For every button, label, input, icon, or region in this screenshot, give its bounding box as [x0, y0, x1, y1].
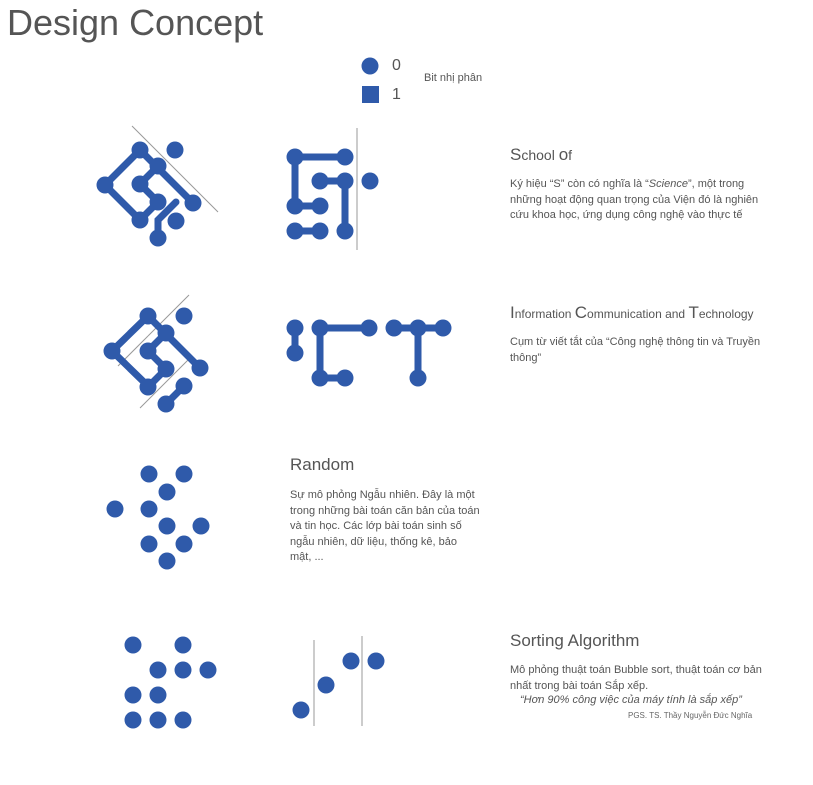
section-sorting-heading: Sorting Algorithm	[510, 631, 640, 650]
legend-one-label: 1	[392, 86, 401, 103]
s-logo-diagonal	[96, 125, 219, 247]
section-school-of-text: Ký hiệu “S” còn có nghĩa là “Science”, m…	[510, 178, 759, 221]
legend-zero-label: 0	[392, 57, 401, 74]
section-ict-text: Cụm từ viết tắt của “Công nghệ thông tin…	[510, 336, 761, 364]
section-sorting-quote: “Hơn 90% công việc của máy tính là sắp x…	[520, 694, 742, 706]
section-school-of-heading: School of	[510, 145, 573, 164]
page-title: Design Concept	[7, 2, 264, 43]
section-sorting-credit: PGS. TS. Thầy Nguyễn Đức Nghĩa	[628, 711, 753, 720]
ict-logo-upright	[286, 319, 452, 387]
legend-square-icon	[362, 86, 379, 103]
sorting-bubble-dots	[292, 636, 385, 726]
section-sorting-text: Mô phỏng thuật toán Bubble sort, thuật t…	[510, 664, 762, 692]
section-random-text: Sự mô phỏng Ngẫu nhiên. Đây là một trong…	[290, 489, 480, 563]
sorting-grid-dots	[124, 636, 217, 729]
section-random-heading: Random	[290, 455, 355, 474]
section-ict-heading: Information Communication and Technology	[510, 303, 754, 322]
random-dots	[106, 465, 210, 570]
legend-caption: Bit nhị phân	[424, 72, 483, 84]
ict-logo-diagonal	[103, 294, 209, 413]
s-logo-upright	[286, 128, 379, 250]
legend-circle-icon	[361, 57, 379, 75]
